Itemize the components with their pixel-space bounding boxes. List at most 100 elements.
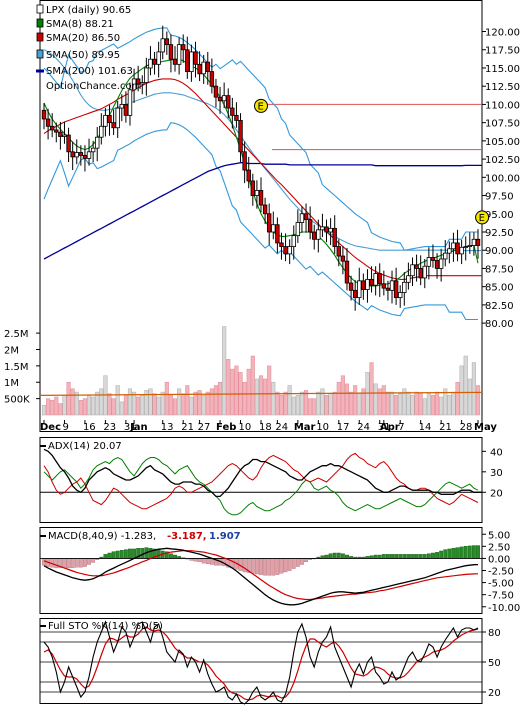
candle-body (181, 44, 186, 51)
macd-legend: MACD(8,40,9) -1.283, (48, 531, 156, 542)
volume-bar (46, 398, 51, 416)
sma50-line (43, 49, 483, 252)
candle-body (447, 248, 452, 254)
candle-body (357, 280, 362, 299)
price-y-tick-label: 102.50 (485, 155, 520, 166)
price-y-tick-label: 85.00 (485, 283, 514, 294)
x-tick-label: 28 (460, 422, 473, 433)
volume-bar (189, 396, 194, 416)
x-tick-label: 27 (198, 422, 211, 433)
candle-body (344, 260, 350, 284)
candle-body (217, 96, 223, 102)
candle-body (365, 278, 370, 290)
price-y-tick-label: 80.00 (485, 319, 514, 330)
volume-bar (373, 383, 378, 416)
macd-histogram-bar (259, 558, 263, 575)
volume-bar (123, 395, 128, 416)
macd-histogram-bar (463, 546, 468, 559)
volume-bar (107, 393, 112, 416)
volume-bar (451, 391, 456, 416)
volume-bar (459, 365, 464, 416)
volume-bar (168, 395, 173, 416)
volume-bar (287, 385, 292, 416)
macd-histogram-bar (320, 555, 325, 559)
candle-body (86, 151, 92, 159)
candle-body (361, 280, 366, 290)
candle-body (455, 242, 460, 255)
candle-body (119, 104, 124, 109)
candle-body (414, 264, 419, 269)
macd-histogram-bar (373, 554, 378, 559)
macd-histogram-bar (279, 558, 284, 574)
x-tick-label: Jan (129, 422, 148, 433)
macd-histogram-bar (398, 554, 403, 559)
volume-bar (115, 385, 120, 416)
candle-body (320, 226, 325, 231)
x-tick-label: 13 (161, 422, 174, 433)
macd-histogram-bar (340, 553, 345, 559)
macd-histogram-bar (431, 552, 435, 559)
x-tick-label: May (474, 422, 497, 433)
candle-body (373, 273, 378, 286)
candle-body (312, 231, 317, 240)
volume-bar (435, 391, 440, 416)
candle-body (430, 257, 436, 261)
volume-bar (50, 400, 55, 416)
candle-body (266, 213, 272, 233)
volume-bar (389, 391, 395, 416)
adx-y-tick-label: 30 (490, 468, 503, 479)
legend-sma50: SMA(50) 89.95 (46, 50, 120, 61)
volume-bar (279, 395, 284, 416)
volume-bar (213, 385, 219, 416)
candle-body (426, 257, 432, 267)
volume-bar (414, 391, 419, 416)
candle-body (226, 95, 231, 109)
x-tick-label: 21 (181, 422, 194, 433)
candle-body (111, 122, 116, 129)
volume-bar (344, 383, 350, 416)
legend-sma20: SMA(20) 86.50 (46, 33, 120, 44)
candle-body (271, 224, 276, 233)
candle-body (328, 227, 333, 233)
macd-histogram-bar (418, 554, 423, 559)
volume-bar (246, 368, 251, 416)
macd-histogram-bar (369, 555, 374, 559)
candle-body (209, 71, 215, 87)
price-y-tick-label: 90.00 (485, 246, 514, 257)
candle-body (107, 114, 112, 124)
volume-bar (271, 381, 276, 416)
candle-body (213, 85, 219, 98)
adx-panel: 40 30 20 (40, 445, 503, 516)
volume-y-tick-label: 2M (4, 345, 19, 356)
volume-bar (140, 395, 145, 416)
price-legend: LPX (daily) 90.65 SMA(8) 88.21 SMA(20) 8… (46, 5, 141, 92)
volume-bar (394, 395, 399, 416)
volume-bar (242, 381, 247, 416)
candle-body (336, 246, 341, 257)
volume-bar (336, 381, 341, 416)
legend-lpx: LPX (daily) 90.65 (46, 5, 131, 16)
candle-body (438, 258, 444, 269)
earnings-marker (254, 98, 268, 113)
candle-body (95, 136, 100, 149)
volume-bar (263, 378, 268, 416)
price-y-tick-label: 87.50 (485, 264, 514, 275)
legend-swatch (36, 18, 44, 28)
price-y-tick-label: 120.00 (485, 28, 520, 39)
volume-bar (410, 395, 415, 416)
candle-body (377, 273, 382, 285)
macd-histogram-bar (439, 550, 444, 559)
volume-bar (70, 388, 75, 416)
volume-bar (361, 388, 366, 416)
macd-histogram-bar (115, 550, 120, 559)
volume-bar (295, 395, 300, 416)
volume-bar (291, 396, 296, 416)
legend-sma200: SMA(200) 101.63 (46, 66, 133, 77)
volume-bar (95, 391, 100, 416)
price-y-tick-label: 115.00 (485, 64, 520, 75)
x-tick-label: 10 (239, 422, 252, 433)
x-tick-label: Feb (216, 422, 236, 433)
candle-body (316, 229, 321, 240)
candle-body (41, 109, 47, 120)
price-y-tick-label: 117.50 (485, 46, 520, 57)
